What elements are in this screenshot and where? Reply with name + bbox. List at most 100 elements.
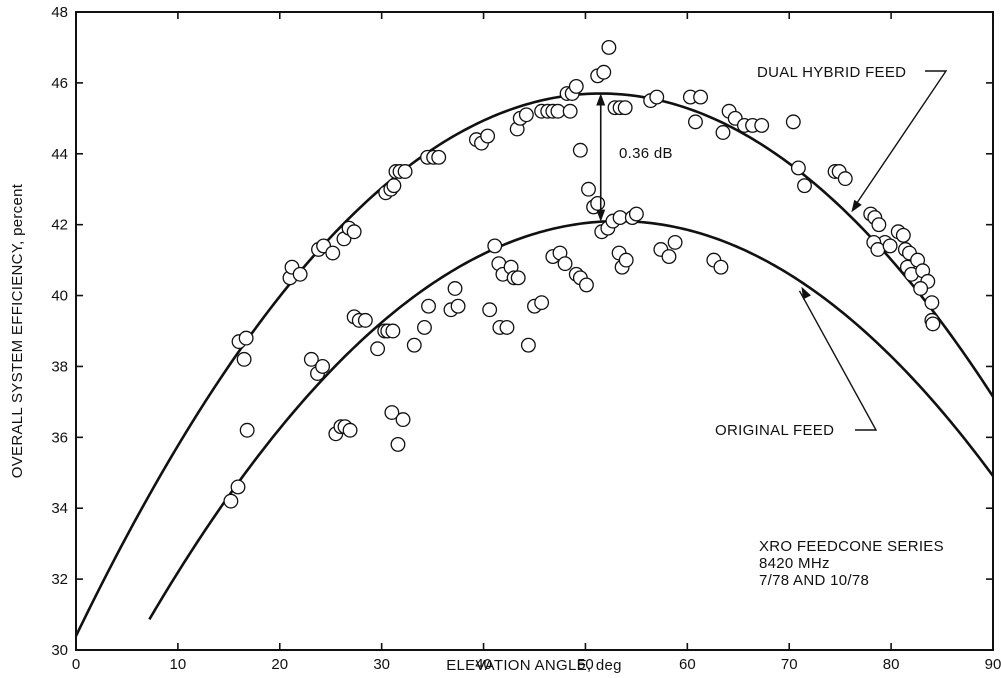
original-feed-point <box>315 358 331 374</box>
x-tick-label: 40 <box>475 656 492 673</box>
info-line-frequency: 8420 MHz <box>759 555 830 572</box>
difference-label: 0.36 dB <box>619 145 673 162</box>
dual-hybrid-feed-point <box>550 103 566 119</box>
dual-hybrid-feed-point <box>617 100 633 116</box>
y-tick-label: 42 <box>51 217 68 234</box>
original-feed-point <box>390 436 406 452</box>
dual-hybrid-feed-point <box>797 178 812 194</box>
dual-hybrid-feed-label: DUAL HYBRID FEED <box>757 64 906 81</box>
original-feed-point <box>713 259 729 275</box>
original-feed-point <box>661 249 677 265</box>
original-feed-point <box>487 238 503 254</box>
dual-hybrid-feed-point <box>913 281 929 296</box>
dual-hybrid-feed-point <box>568 78 584 94</box>
y-tick-label: 30 <box>51 642 68 659</box>
dual-hybrid-feed-point <box>715 125 731 140</box>
y-tick-label: 34 <box>51 500 68 517</box>
x-tick-label: 50 <box>577 656 594 673</box>
original-feed-point <box>230 479 246 495</box>
y-axis-label: OVERALL SYSTEM EFFICIENCY, percent <box>9 183 26 478</box>
y-tick-label: 44 <box>51 146 68 163</box>
difference-annotation <box>596 93 606 222</box>
y-tick-label: 38 <box>51 358 68 375</box>
x-tick-label: 10 <box>170 656 187 673</box>
original-feed-point <box>612 210 628 226</box>
dual-hybrid-feed-point <box>837 171 853 187</box>
dual-hybrid-feed-point <box>693 89 709 105</box>
original-feed-point <box>303 351 319 367</box>
dual-hybrid-feed-point <box>386 178 402 194</box>
dual-hybrid-feed-curve <box>74 92 995 637</box>
dual-hybrid-feed-point <box>480 128 496 144</box>
original-feed-point <box>628 206 644 222</box>
original-feed-point <box>520 337 536 353</box>
dual-hybrid-feed-leader <box>852 70 948 209</box>
dual-hybrid-feed-point <box>346 224 362 240</box>
dual-hybrid-feed-point <box>397 164 413 179</box>
original-feed-point <box>447 281 463 296</box>
difference-arrowhead-down <box>596 209 606 222</box>
original-feed-point <box>450 298 466 314</box>
x-tick-label: 20 <box>271 656 288 673</box>
original-feed-point <box>579 277 594 293</box>
axes-border <box>75 11 994 651</box>
dual-hybrid-feed-point <box>572 142 588 158</box>
dual-hybrid-feed-point <box>924 295 940 311</box>
axis-tick-labels: 0 10 20 30 40 50 60 70 80 90 30 32 34 36 38 40 42 44 46 48 <box>51 4 1001 673</box>
plot-frame <box>75 11 994 651</box>
fit-curves <box>74 92 995 637</box>
original-feed-point <box>557 256 573 272</box>
original-feed-point <box>417 320 432 335</box>
y-tick-label: 48 <box>51 4 68 21</box>
dual-hybrid-feed-point <box>649 89 665 105</box>
info-line-dates: 7/78 AND 10/78 <box>759 572 869 589</box>
original-feed-point <box>618 252 634 268</box>
y-tick-label: 46 <box>51 75 68 92</box>
dual-hybrid-feed-point <box>236 351 252 367</box>
dual-hybrid-feed-arrowhead <box>851 199 862 213</box>
difference-arrowhead-up <box>596 93 606 106</box>
dual-hybrid-feed-point <box>239 422 255 438</box>
original-feed-point <box>534 295 550 311</box>
original-feed-point <box>384 405 400 420</box>
y-tick-label: 32 <box>51 571 68 588</box>
y-tick-label: 40 <box>51 288 68 305</box>
dual-hybrid-feed-point <box>325 245 341 261</box>
x-tick-label: 80 <box>883 656 900 673</box>
original-feed-arrowhead <box>801 286 811 300</box>
dual-hybrid-feed-point <box>754 117 770 133</box>
dual-hybrid-feed-point <box>431 149 447 165</box>
y-tick-label: 36 <box>51 429 68 446</box>
original-feed-label: ORIGINAL FEED <box>715 422 834 439</box>
original-feed-point <box>370 341 386 357</box>
dual-hybrid-feed-point <box>601 39 617 55</box>
dual-hybrid-feed-point <box>596 64 612 80</box>
x-tick-label: 90 <box>985 656 1001 673</box>
x-axis-label: ELEVATION ANGLE, deg <box>446 657 622 674</box>
dual-hybrid-feed-point <box>895 227 911 243</box>
dual-hybrid-feed-point <box>238 330 254 346</box>
dual-hybrid-feed-point <box>870 242 886 257</box>
original-feed-leader <box>798 290 878 431</box>
x-tick-label: 30 <box>373 656 390 673</box>
x-tick-label: 70 <box>781 656 798 673</box>
original-feed-point <box>395 412 411 428</box>
original-feed-point <box>590 195 606 211</box>
x-tick-label: 60 <box>679 656 696 673</box>
axis-ticks <box>75 11 994 651</box>
dual-hybrid-feed-point <box>562 103 578 119</box>
dual-hybrid-feed-point <box>871 217 887 233</box>
dual-hybrid-feed-point <box>785 114 801 130</box>
original-feed-curve <box>148 219 995 621</box>
original-feed-point <box>667 234 683 250</box>
dual-hybrid-feed-point <box>925 316 941 332</box>
original-feed-point <box>406 337 422 353</box>
original-feed-point <box>357 312 373 328</box>
original-feed-point <box>385 323 401 339</box>
dual-hybrid-feed-point <box>790 160 806 176</box>
original-feed-point <box>421 298 436 314</box>
original-feed-point <box>510 270 526 286</box>
dual-hybrid-feed-point <box>292 266 308 282</box>
original-feed-point <box>482 302 498 318</box>
x-tick-label: 0 <box>72 656 80 673</box>
